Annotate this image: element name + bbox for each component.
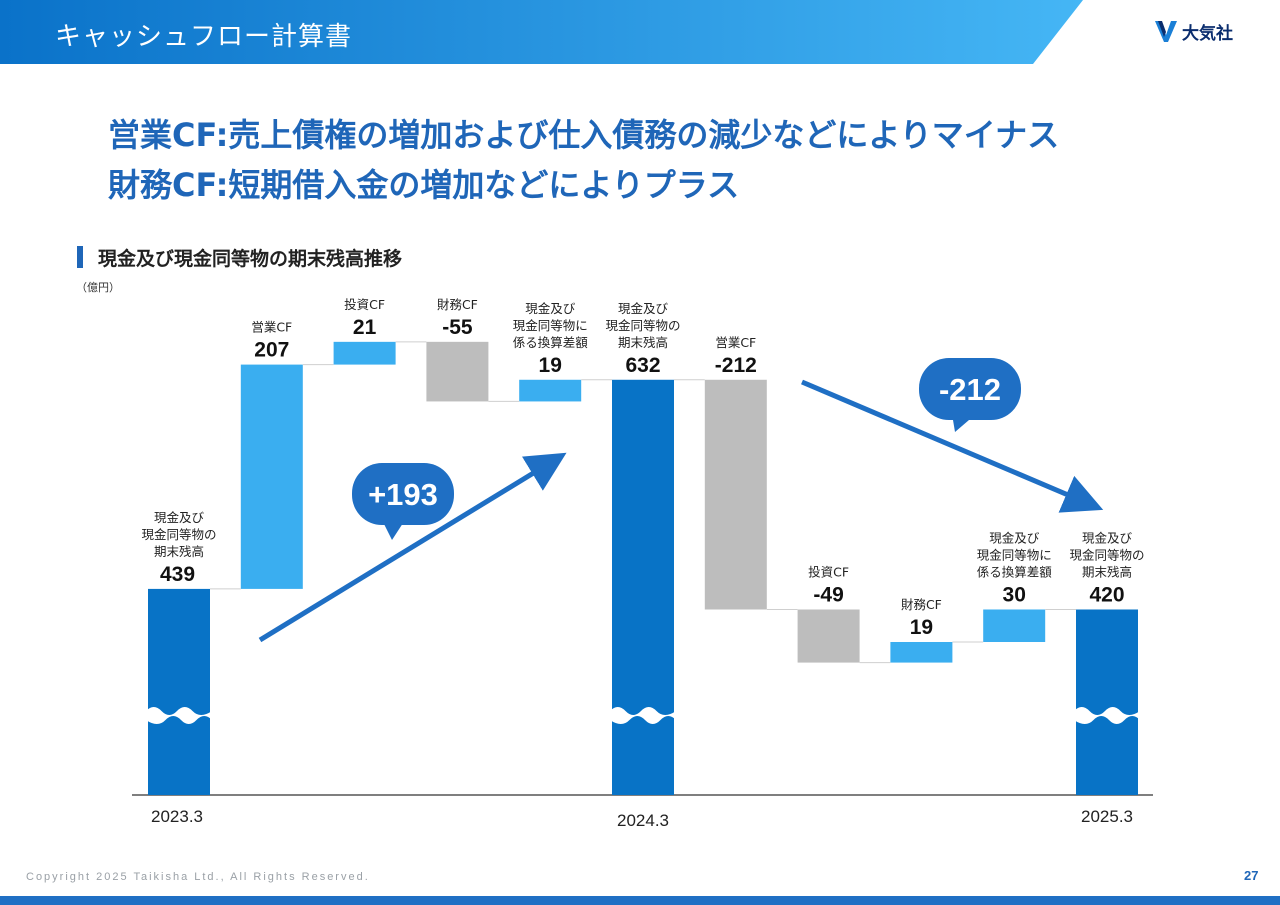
data-label: 30	[1003, 583, 1026, 606]
category-label: 現金同等物に	[977, 547, 1052, 562]
headline: 営業CF:売上債権の増加および仕入債務の減少などによりマイナス 財務CF:短期借…	[108, 110, 1059, 210]
data-label: -55	[442, 316, 473, 339]
data-label: -49	[813, 583, 843, 606]
section-marker	[77, 246, 83, 268]
trend-arrow	[258, 452, 567, 643]
bar-decrease	[797, 609, 860, 663]
axis-break-wave	[146, 707, 212, 724]
category-label: 財務CF	[437, 297, 478, 312]
category-label: 期末残高	[618, 335, 668, 350]
header-band	[0, 0, 1083, 64]
data-label: 632	[625, 354, 660, 377]
data-label: 207	[254, 339, 289, 362]
copyright-text: Copyright 2025 Taikisha Ltd., All Rights…	[26, 871, 370, 883]
category-label: 営業CF	[715, 335, 756, 350]
axis-break-wave	[1074, 707, 1140, 724]
data-label: 19	[910, 616, 933, 639]
category-label: 現金及び	[618, 301, 669, 316]
x-tick-label: 2023.3	[151, 807, 203, 826]
category-label: 係る換算差額	[977, 564, 1053, 579]
category-label: 投資CF	[808, 564, 849, 579]
category-label: 係る換算差額	[513, 335, 589, 350]
data-label: 439	[160, 563, 195, 586]
category-label: 現金及び	[989, 530, 1040, 545]
footer-band	[0, 896, 1280, 905]
page-number: 27	[1244, 868, 1259, 883]
change-label: -212	[939, 372, 1001, 407]
data-label: -212	[715, 354, 757, 377]
logo-text: 大気社	[1182, 23, 1233, 44]
page-header-title: キャッシュフロー計算書	[55, 22, 353, 52]
x-tick-label: 2025.3	[1081, 807, 1133, 826]
category-label: 財務CF	[901, 597, 942, 612]
bar-decrease	[426, 341, 489, 402]
category-label: 現金同等物の	[141, 527, 216, 542]
bubble-tail	[382, 520, 405, 540]
change-bubble	[919, 358, 1021, 420]
category-label: 現金同等物の	[605, 318, 680, 333]
category-label: 期末残高	[1082, 564, 1132, 579]
data-label: 19	[539, 354, 562, 377]
category-label: 営業CF	[251, 320, 292, 335]
category-label: 現金同等物に	[513, 318, 588, 333]
data-label: 21	[353, 316, 377, 339]
logo-mark-icon	[1155, 21, 1177, 42]
change-label: +193	[368, 477, 438, 512]
change-bubble	[352, 463, 454, 525]
category-label: 現金及び	[1082, 530, 1133, 545]
bar-increase	[240, 364, 303, 589]
category-label: 現金同等物の	[1069, 547, 1144, 562]
company-logo: 大気社	[1153, 18, 1233, 44]
bar-balance	[612, 379, 674, 795]
trend-arrow	[801, 379, 1104, 513]
category-label: 現金及び	[154, 510, 205, 525]
bar-increase	[983, 609, 1046, 642]
bubble-tail	[952, 414, 976, 432]
bar-balance	[1076, 609, 1138, 795]
category-label: 投資CF	[344, 297, 385, 312]
bar-increase	[333, 341, 396, 365]
category-label: 期末残高	[154, 544, 204, 559]
data-label: 420	[1089, 583, 1124, 606]
bar-decrease	[704, 379, 767, 610]
bar-increase	[519, 379, 582, 402]
unit-label: （億円）	[76, 281, 120, 294]
category-label: 現金及び	[525, 301, 576, 316]
headline-line-1: 営業CF:売上債権の増加および仕入債務の減少などによりマイナス	[108, 116, 1060, 154]
headline-line-2: 財務CF:短期借入金の増加などによりプラス	[108, 166, 740, 204]
bar-balance	[148, 588, 210, 795]
section-title: 現金及び現金同等物の期末残高推移	[98, 248, 403, 270]
axis-break-wave	[610, 707, 676, 724]
bar-increase	[890, 641, 953, 663]
x-tick-label: 2024.3	[617, 811, 669, 830]
